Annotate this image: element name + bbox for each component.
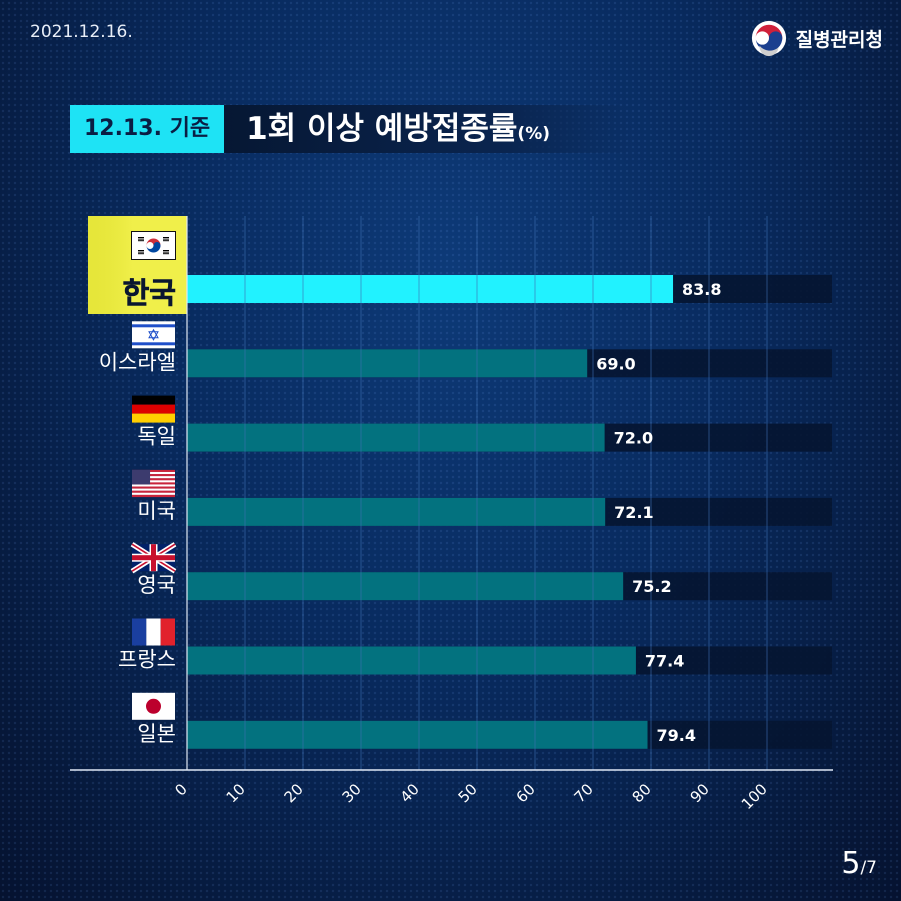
flag-stripe	[132, 476, 175, 479]
bar	[187, 423, 605, 452]
france-flag-icon	[132, 618, 175, 646]
x-tick-label: 80	[629, 780, 655, 806]
page-number: 5/7	[841, 846, 877, 881]
flag-stripe	[132, 395, 175, 405]
trigram-bar	[163, 237, 169, 238]
trigram-bar	[138, 237, 144, 238]
country-label-highlight: 한국	[123, 276, 176, 310]
agency-logo: 질병관리청	[750, 18, 883, 58]
star-part	[148, 328, 159, 339]
title-banner: 12.13. 기준 1회 이상 예방접종률(%)	[70, 105, 633, 153]
korea-flag-icon	[131, 231, 176, 260]
trigram-bar	[163, 250, 169, 251]
x-tick-label: 50	[455, 780, 481, 806]
flag-stripe	[132, 480, 175, 483]
flag-stripe	[132, 474, 175, 477]
trigram-bar	[138, 250, 144, 251]
title-date-label: 12.13. 기준	[70, 105, 225, 153]
country-label: 일본	[137, 722, 176, 746]
x-tick-label: 60	[513, 780, 539, 806]
japan-flag-icon	[132, 692, 175, 720]
trigram-bar	[138, 251, 144, 253]
x-tick-label: 10	[223, 780, 249, 806]
flag-sun	[146, 698, 161, 714]
trigram-bar	[138, 253, 144, 255]
uk-flag-icon	[130, 542, 177, 574]
x-tick-label: 90	[687, 780, 713, 806]
chart-title: 1회 이상 예방접종률(%)	[224, 105, 633, 153]
x-tick-label: 70	[571, 780, 597, 806]
flag-stripe	[132, 484, 175, 487]
flag-stripe	[132, 482, 175, 485]
flag-stripe	[160, 618, 175, 646]
date-label: 2021.12.16.	[30, 22, 133, 42]
value-label: 69.0	[596, 354, 635, 373]
flag-stripe	[132, 478, 175, 481]
taegeuk-logo-icon	[751, 20, 786, 57]
star-part	[148, 331, 159, 341]
country-label: 미국	[137, 499, 176, 523]
page-total: /7	[860, 858, 877, 878]
value-label: 72.1	[614, 503, 653, 522]
flag-stripe	[132, 469, 175, 473]
flag-stripe	[132, 342, 175, 346]
flag-cross-red	[151, 544, 156, 572]
x-tick-label: 40	[397, 780, 423, 806]
flag-stripe	[132, 404, 175, 414]
x-tick-label: 30	[339, 780, 365, 806]
value-label: 72.0	[614, 429, 653, 448]
value-label: 79.4	[657, 726, 696, 745]
flag-stripe	[132, 486, 175, 489]
trigram-bar	[163, 240, 169, 242]
value-label: 75.2	[632, 577, 671, 596]
flag-stripe	[132, 488, 175, 491]
israel-flag-icon	[132, 321, 175, 349]
flag-stripe	[132, 490, 175, 493]
trigram-bar	[163, 253, 169, 255]
bar	[187, 349, 588, 378]
flag-stripe	[132, 492, 175, 496]
bar	[187, 497, 606, 526]
value-label: 77.4	[645, 652, 684, 671]
bar	[187, 720, 648, 749]
flag-stripe	[132, 324, 175, 328]
flag-stripe	[146, 618, 161, 646]
x-tick-label: 0	[171, 780, 190, 799]
chart-title-text: 1회 이상 예방접종률	[246, 111, 518, 147]
agency-name: 질병관리청	[795, 28, 883, 51]
bar	[187, 275, 674, 303]
trigram-bar	[138, 238, 144, 240]
flag-stripe	[132, 494, 175, 498]
germany-flag-icon	[132, 395, 175, 423]
page-current: 5	[841, 846, 861, 881]
bar	[187, 646, 636, 675]
flag-stripe	[132, 618, 147, 646]
trigram-bar	[163, 251, 169, 253]
flag-canton	[132, 469, 151, 485]
flag-stripe	[132, 413, 175, 423]
value-label: 83.8	[682, 280, 721, 299]
chart-title-unit: (%)	[517, 124, 550, 144]
x-tick-label: 20	[281, 780, 307, 806]
country-label: 프랑스	[118, 648, 176, 672]
x-tick-label: 100	[738, 780, 771, 813]
country-label: 영국	[137, 573, 176, 597]
country-label: 이스라엘	[99, 350, 176, 374]
country-label: 독일	[137, 425, 176, 449]
usa-flag-icon	[132, 469, 175, 498]
trigram-bar	[138, 240, 144, 242]
trigram-bar	[163, 238, 169, 240]
taegeuk-blue	[146, 242, 161, 253]
flag-stripe	[132, 471, 175, 475]
bar	[187, 572, 624, 601]
